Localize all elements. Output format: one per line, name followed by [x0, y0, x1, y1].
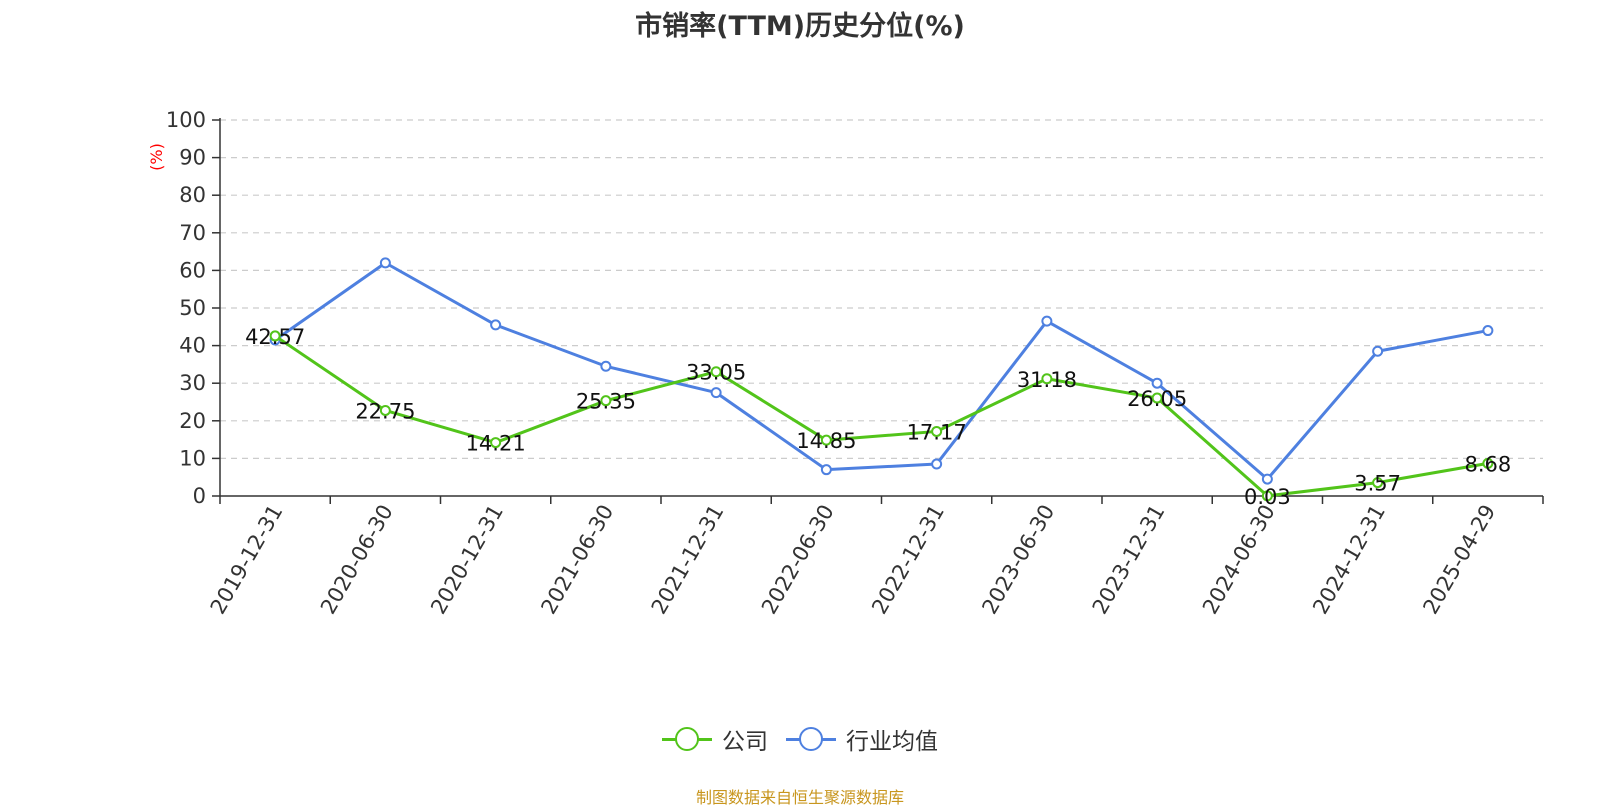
point-company	[1261, 490, 1273, 502]
point-industry	[379, 257, 391, 269]
data-label: 3.57	[1354, 472, 1401, 496]
y-tick-label: 100	[166, 108, 206, 132]
y-tick-label: 10	[179, 446, 206, 470]
x-tick-label: 2021-12-31	[647, 501, 729, 619]
x-tick-label: 2023-06-30	[977, 501, 1059, 619]
point-industry	[1041, 315, 1053, 327]
point-company	[1151, 392, 1163, 404]
x-tick-label: 2025-04-29	[1418, 501, 1500, 619]
point-company	[1372, 477, 1384, 489]
y-tick-label: 50	[179, 296, 206, 320]
y-tick-label: 30	[179, 371, 206, 395]
point-industry	[1261, 473, 1273, 485]
data-label: 25.35	[576, 390, 636, 414]
y-tick-label: 60	[179, 258, 206, 282]
point-industry	[710, 387, 722, 399]
point-industry	[931, 458, 943, 470]
x-axis: 2019-12-31 2020-06-30 2020-12-31 2021-06-30…	[206, 495, 1544, 619]
x-tick-label: 2022-12-31	[867, 501, 949, 619]
point-industry	[1151, 377, 1163, 389]
point-industry	[1482, 325, 1494, 337]
y-tick-label: 80	[179, 183, 206, 207]
data-label: 31.18	[1017, 368, 1077, 392]
point-company	[379, 404, 391, 416]
data-label: 33.05	[686, 361, 746, 385]
data-label: 26.05	[1127, 387, 1187, 411]
point-company	[710, 366, 722, 378]
x-tick-label: 2020-06-30	[316, 501, 398, 619]
data-label: 17.17	[907, 420, 967, 444]
point-industry	[820, 464, 832, 476]
y-axis-label: (%)	[147, 143, 166, 171]
data-label: 14.85	[796, 429, 856, 453]
y-tick-label: 40	[179, 334, 206, 358]
x-tick-label: 2019-12-31	[206, 501, 288, 619]
data-source-note: 制图数据来自恒生聚源数据库	[695, 788, 904, 807]
legend-marker-company	[662, 727, 712, 751]
data-label: 0.03	[1244, 485, 1291, 509]
point-company	[269, 330, 281, 342]
data-label: 42.57	[245, 325, 305, 349]
y-tick-label: 0	[193, 484, 206, 508]
y-tick-label: 90	[179, 146, 206, 170]
x-tick-label: 2024-06-30	[1198, 501, 1280, 619]
data-labels: 42.57 22.75 14.21 25.35 33.05 14.85 17.17 31.18…	[245, 325, 1511, 509]
y-tick-label: 20	[179, 409, 206, 433]
legend-item-company[interactable]: 公司	[662, 722, 768, 756]
legend-item-industry[interactable]: 行业均值	[786, 722, 938, 756]
point-company	[1482, 457, 1494, 469]
point-company	[931, 425, 943, 437]
x-tick-label: 2024-12-31	[1308, 501, 1390, 619]
point-company	[600, 395, 612, 407]
x-tick-label: 2023-12-31	[1088, 501, 1170, 619]
x-tick-label: 2022-06-30	[757, 501, 839, 619]
grid-lines	[220, 119, 1543, 459]
series-line-company	[274, 334, 1489, 498]
data-label: 8.68	[1464, 452, 1511, 476]
data-label: 22.75	[355, 399, 415, 423]
x-tick-label: 2020-12-31	[426, 501, 508, 619]
point-industry	[1372, 345, 1384, 357]
y-tick-label: 70	[179, 221, 206, 245]
legend-label-company: 公司	[722, 729, 768, 755]
legend-marker-industry	[786, 727, 836, 751]
point-company	[820, 434, 832, 446]
data-label: 14.21	[466, 432, 526, 456]
legend-label-industry: 行业均值	[846, 729, 938, 755]
point-company	[490, 437, 502, 449]
series-line-industry	[274, 261, 1489, 481]
chart-title: 市销率(TTM)历史分位(%)	[635, 11, 965, 42]
series-layer	[269, 257, 1494, 502]
y-axis: 0 10 20 30 40 50 60 70 80 90 100	[166, 108, 221, 508]
point-industry	[490, 319, 502, 331]
point-company	[1041, 373, 1053, 385]
legend: 公司 行业均值	[0, 722, 1600, 756]
x-tick-label: 2021-06-30	[536, 501, 618, 619]
point-industry	[600, 360, 612, 372]
